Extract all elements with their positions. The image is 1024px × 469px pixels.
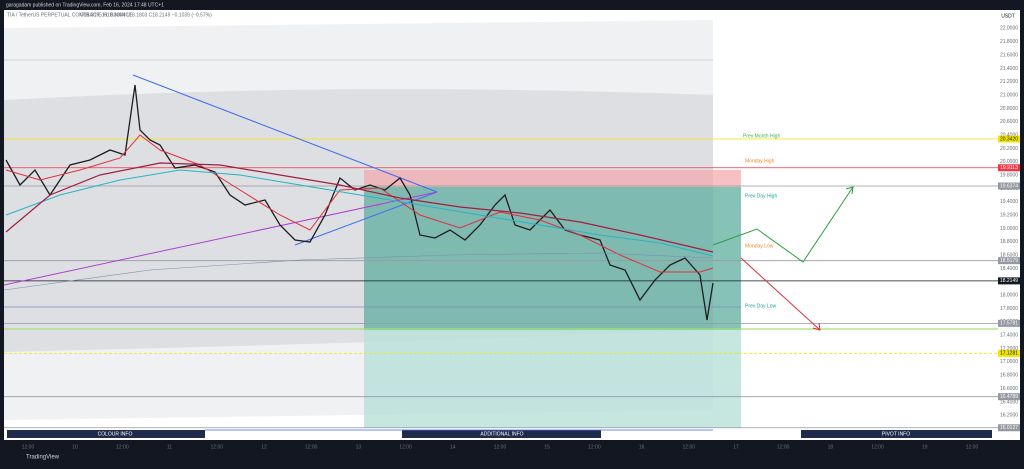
price-tick-label: 19.8000: [1000, 172, 1018, 178]
price-label-box: [998, 182, 1020, 190]
time-tick-label: 12:00: [871, 444, 884, 450]
price-label-box: [998, 424, 1020, 432]
price-tick-label: 17.4000: [1000, 333, 1018, 339]
price-label: 17.5781: [1000, 321, 1018, 327]
price-tick-label: 18.8000: [1000, 239, 1018, 245]
price-tick-label: 19.0000: [1000, 226, 1018, 232]
price-label-box: [998, 135, 1020, 143]
price-label: 18.5179: [1000, 258, 1018, 264]
price-tick-label: 18.6000: [1000, 253, 1018, 259]
price-tick-label: 16.6000: [1000, 386, 1018, 392]
arrow-head: [845, 186, 854, 195]
price-tick-label: 21.2000: [1000, 79, 1018, 85]
panel: [7, 430, 205, 438]
price-label-box: [998, 164, 1020, 172]
price-label: 18.2149: [1000, 278, 1018, 284]
ema-slow: [5, 162, 714, 253]
panel-label: PIVOT INFO: [882, 431, 910, 437]
price-label-box: [998, 277, 1020, 285]
annotation: Prev Month High: [743, 133, 780, 139]
price-tick-label: 19.2000: [1000, 212, 1018, 218]
time-tick-label: 12:00: [494, 444, 507, 450]
price-tick-label: 20.2000: [1000, 146, 1018, 152]
price-label: 16.0127: [1000, 425, 1018, 431]
price-label: 17.1281: [1000, 351, 1018, 357]
price-label: 19.6374: [1000, 183, 1018, 189]
time-tick-label: 12:00: [116, 444, 129, 450]
price-line: [5, 84, 714, 321]
time-tick-label: 12:00: [399, 444, 412, 450]
time-tick-label: 19: [922, 444, 928, 450]
price-tick-label: 18.4000: [1000, 266, 1018, 272]
price-tick-label: 21.4000: [1000, 66, 1018, 72]
red-arrow: [740, 257, 821, 331]
time-tick-label: 12:00: [211, 444, 224, 450]
time-tick-label: 12:00: [588, 444, 601, 450]
time-tick-label: 12:00: [777, 444, 790, 450]
time-tick-label: 18: [828, 444, 834, 450]
time-tick-label: 12:00: [683, 444, 696, 450]
price-tick-label: 17.0000: [1000, 359, 1018, 365]
price-axis: [998, 10, 1020, 440]
annotation: Prev Day Low: [745, 303, 777, 309]
panel-label: ADDITIONAL INFO: [480, 431, 523, 437]
price-tick-label: 17.8000: [1000, 306, 1018, 312]
price-tick-label: 16.2000: [1000, 413, 1018, 419]
green-arrow: [712, 186, 854, 263]
price-tick-label: 22.0000: [1000, 26, 1018, 32]
panel-label: COLOUR INFO: [98, 431, 133, 437]
price-tick-label: 18.0000: [1000, 293, 1018, 299]
price-tick-label: 20.8000: [1000, 106, 1018, 112]
time-tick-label: 13: [356, 444, 362, 450]
ohlc: O18.3195 H18.3204 L18.1803 C18.2149 −0.1…: [80, 12, 212, 18]
ema-mid: [5, 169, 714, 257]
price-tick-label: 16.4000: [1000, 399, 1018, 405]
ema-fast: [5, 134, 714, 273]
trend-line: [132, 74, 438, 193]
price-tick-label: 21.0000: [1000, 92, 1018, 98]
footer-logo: TradingView: [26, 455, 60, 461]
price-label-box: [998, 393, 1020, 401]
stop-zone: [364, 170, 741, 187]
panel: [801, 430, 992, 438]
arrow-head: [812, 322, 821, 331]
time-tick-label: 16: [639, 444, 645, 450]
trend-line: [294, 191, 438, 246]
price-label-box: [998, 257, 1020, 265]
price-label-box: [998, 349, 1020, 357]
time-tick-label: 10: [72, 444, 78, 450]
annotation: Monday High: [745, 158, 775, 164]
time-tick-label: 12:00: [22, 444, 35, 450]
price-tick-label: 17.2000: [1000, 346, 1018, 352]
price-tick-label: 21.6000: [1000, 52, 1018, 58]
publisher: garagadam published on TradingView.com, …: [6, 2, 164, 8]
annotation: Monday Low: [745, 243, 774, 249]
symbol-name: TIA / TetherUS PERPETUAL CONTRACT, 15, B…: [7, 12, 133, 18]
price-tick-label: 21.8000: [1000, 39, 1018, 45]
price-label: 20.3420: [1000, 136, 1018, 142]
price-label: 16.4789: [1000, 394, 1018, 400]
time-tick-label: 12:00: [966, 444, 979, 450]
time-tick-label: 17: [733, 444, 739, 450]
price-tick-label: 19.4000: [1000, 199, 1018, 205]
time-tick-label: 12:00: [305, 444, 318, 450]
trend-line: [3, 191, 438, 286]
time-tick-label: 15: [544, 444, 550, 450]
time-tick-label: 11: [167, 444, 172, 450]
price-label: 19.9113: [1000, 165, 1018, 171]
price-tick-label: 20.6000: [1000, 119, 1018, 125]
target-zone-ext: [364, 330, 741, 428]
price-tick-label: 20.0000: [1000, 159, 1018, 165]
price-tick-label: 20.4000: [1000, 132, 1018, 138]
panel: [402, 430, 601, 438]
time-tick-label: 14: [450, 444, 456, 450]
vwap: [3, 252, 714, 291]
target-zone: [364, 187, 741, 330]
price-tick-label: 16.8000: [1000, 373, 1018, 379]
price-label-box: [998, 319, 1020, 327]
currency: USDT: [1001, 13, 1015, 19]
time-tick-label: 12: [261, 444, 267, 450]
annotation: Prev Day High: [745, 193, 777, 199]
